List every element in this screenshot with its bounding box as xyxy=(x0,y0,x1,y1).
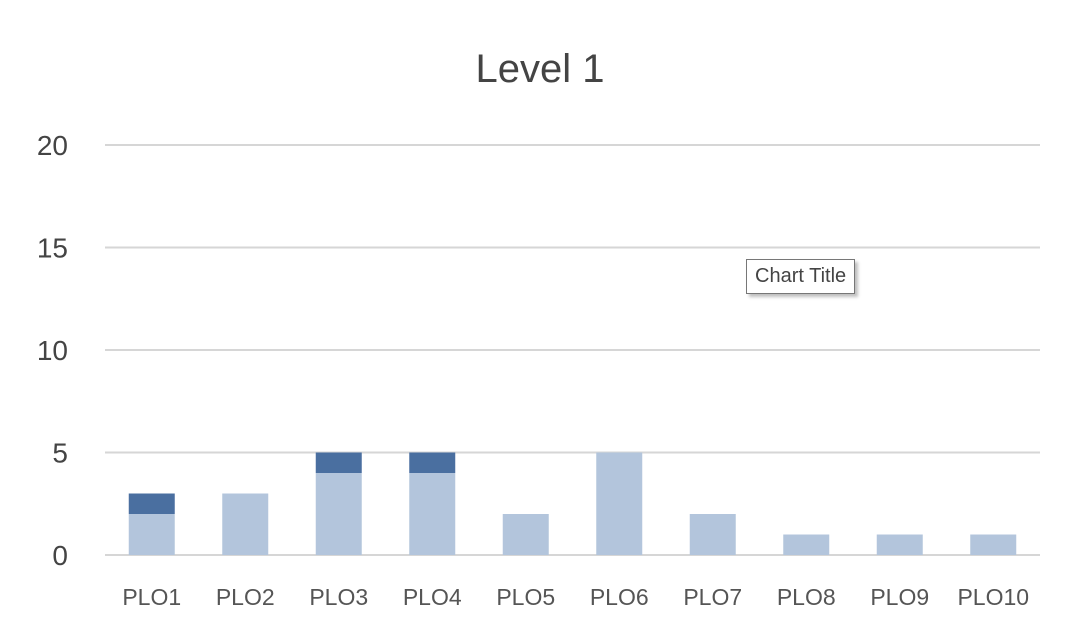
chart-title-tooltip: Chart Title xyxy=(746,259,856,294)
y-tick-label: 10 xyxy=(37,335,68,366)
bar-plo7-series1 xyxy=(689,514,736,555)
x-tick-label: PLO8 xyxy=(777,584,836,610)
x-tick-label: PLO1 xyxy=(122,584,181,610)
bar-plo2-series1 xyxy=(222,493,269,555)
bar-plo8-series1 xyxy=(783,534,830,555)
x-tick-label: PLO7 xyxy=(683,584,742,610)
chart-title: Level 1 xyxy=(476,47,605,91)
x-tick-label: PLO4 xyxy=(403,584,462,610)
x-tick-label: PLO9 xyxy=(870,584,929,610)
y-tick-label: 0 xyxy=(52,540,68,571)
bar-plo4-series1 xyxy=(409,473,456,555)
bar-plo4-series2 xyxy=(409,452,456,473)
x-tick-label: PLO2 xyxy=(216,584,275,610)
y-tick-label: 20 xyxy=(37,130,68,161)
bar-plo5-series1 xyxy=(502,514,549,555)
x-tick-label: PLO10 xyxy=(957,584,1029,610)
bar-plo1-series1 xyxy=(128,514,175,555)
y-tick-label: 15 xyxy=(37,233,68,264)
x-tick-label: PLO5 xyxy=(496,584,555,610)
bar-plo3-series1 xyxy=(315,473,362,555)
bar-plo9-series1 xyxy=(876,534,923,555)
x-tick-label: PLO3 xyxy=(309,584,368,610)
x-tick-label: PLO6 xyxy=(590,584,649,610)
bar-plo3-series2 xyxy=(315,452,362,473)
bar-plo6-series1 xyxy=(596,452,643,555)
y-tick-label: 5 xyxy=(52,438,68,469)
bar-plo1-series2 xyxy=(128,493,175,514)
bar-plo10-series1 xyxy=(970,534,1017,555)
